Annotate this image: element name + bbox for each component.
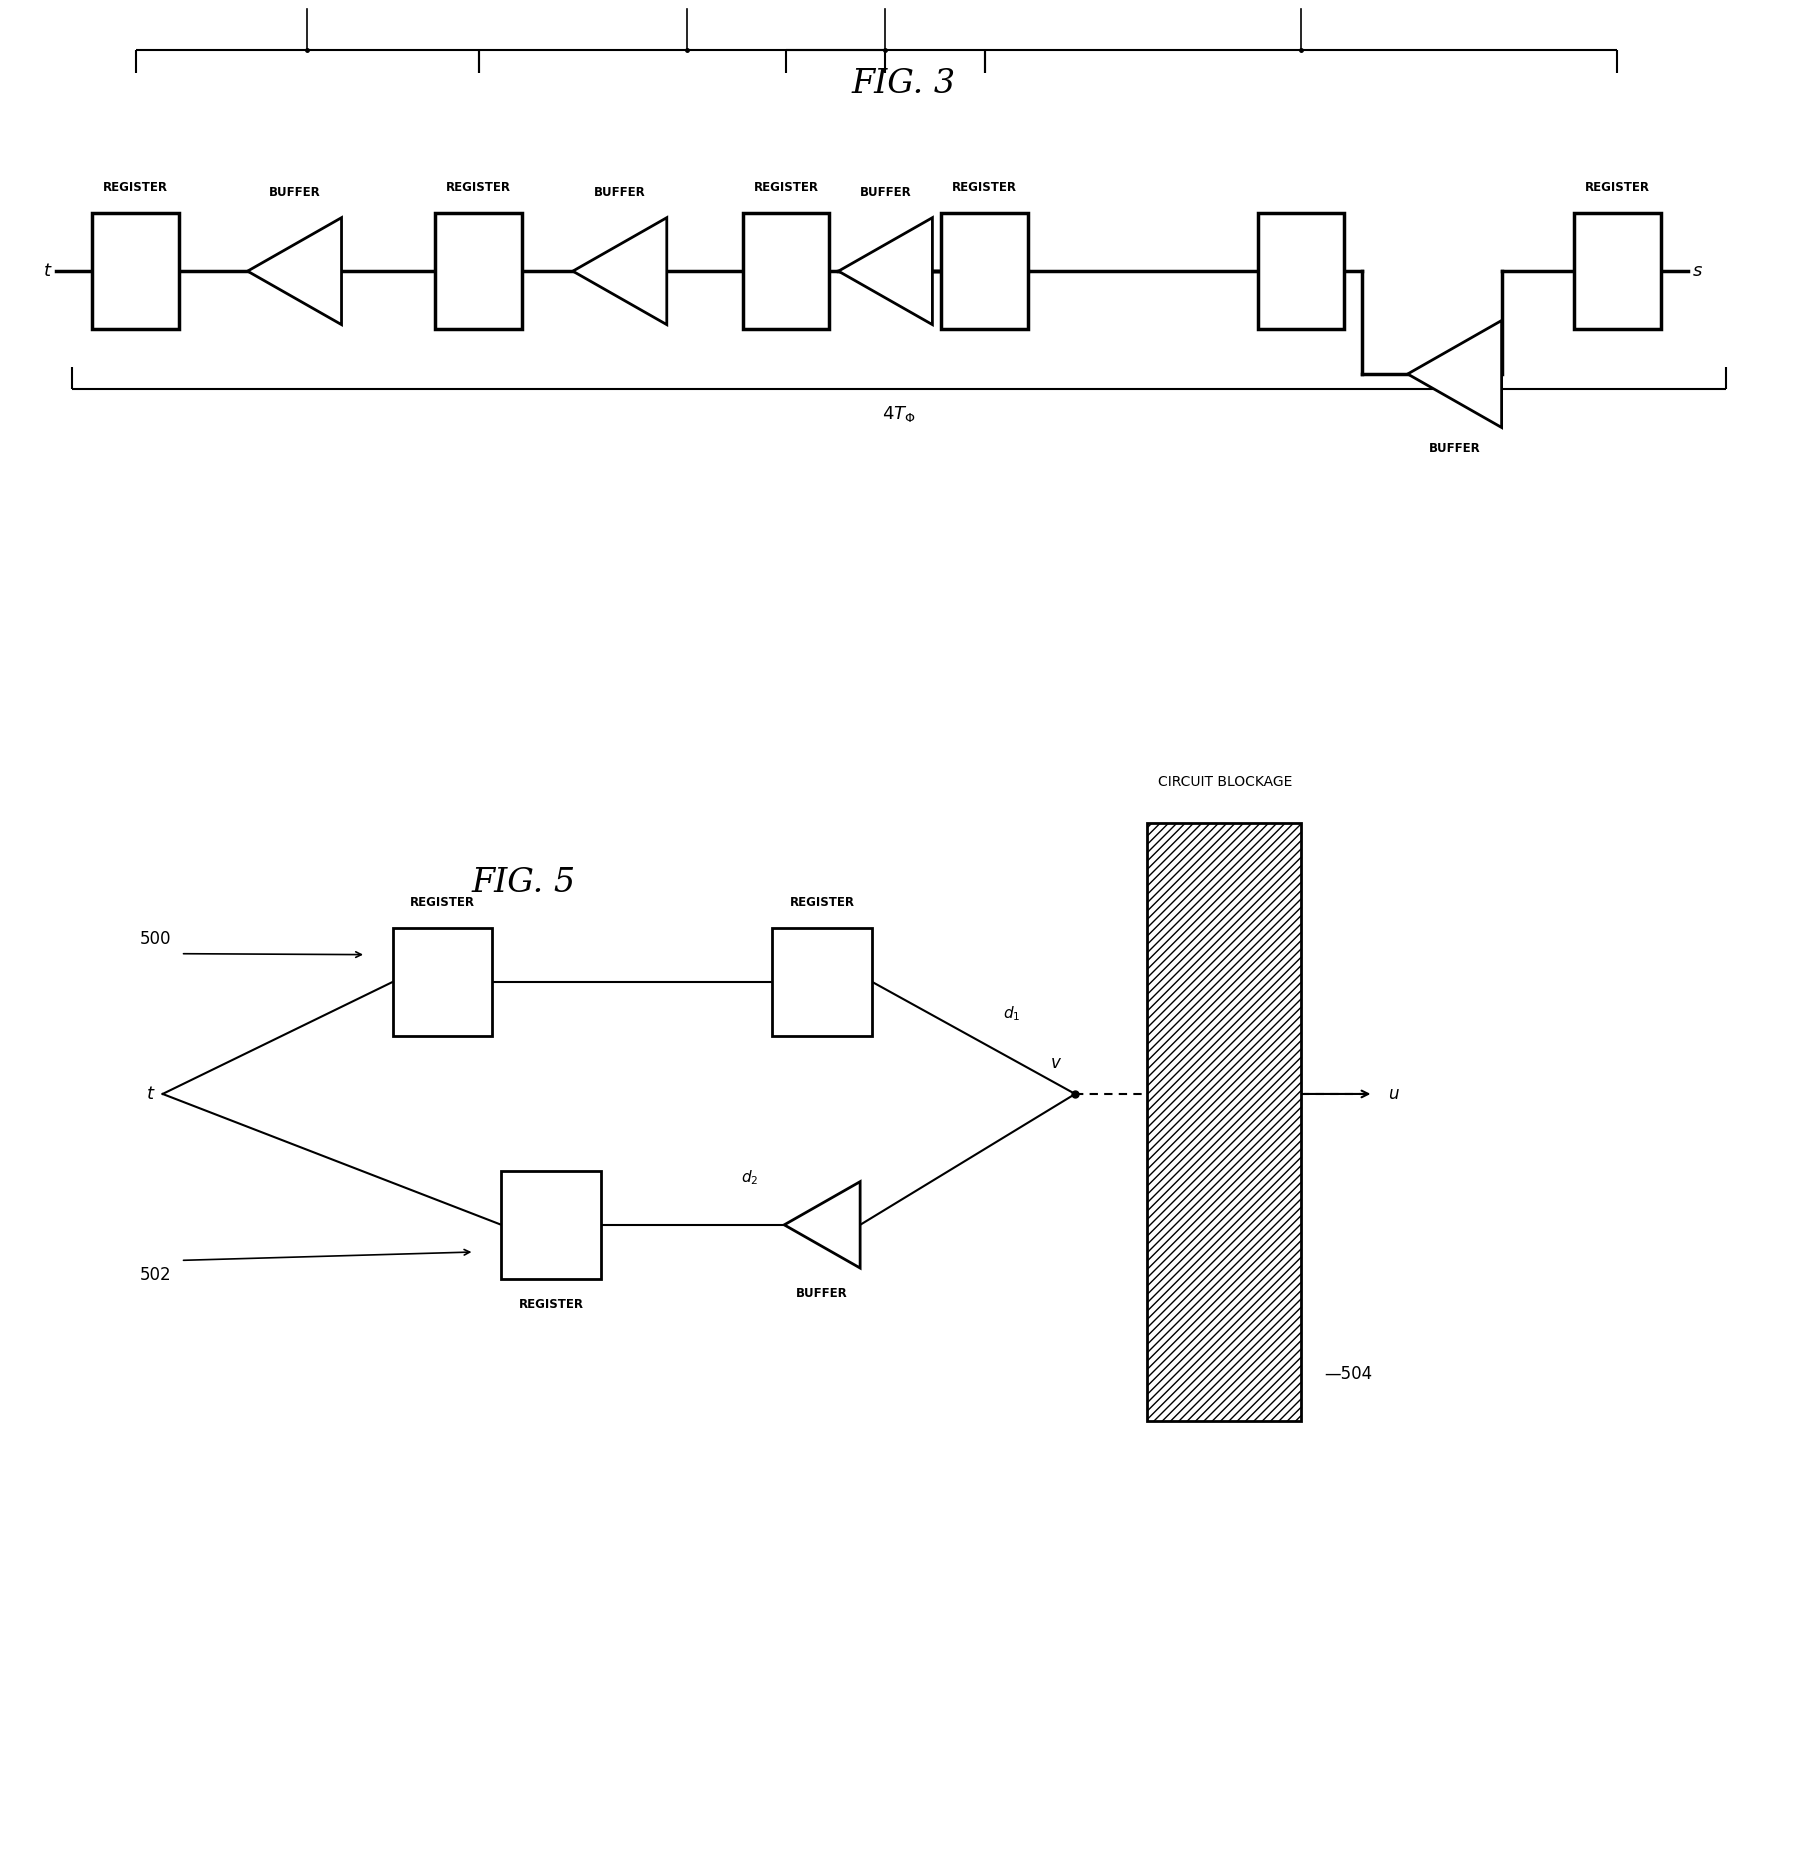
Text: 500: 500 — [141, 929, 172, 948]
Polygon shape — [248, 217, 342, 325]
Text: BUFFER: BUFFER — [860, 185, 911, 198]
Text: REGISTER: REGISTER — [754, 181, 819, 194]
Text: $4T_\Phi$: $4T_\Phi$ — [882, 404, 916, 424]
Text: REGISTER: REGISTER — [790, 896, 855, 909]
Text: t: t — [146, 1085, 154, 1103]
Text: BUFFER: BUFFER — [269, 185, 320, 198]
Bar — [1147, 823, 1301, 1421]
Text: REGISTER: REGISTER — [446, 181, 511, 194]
Text: s: s — [1693, 262, 1702, 280]
Bar — [92, 213, 179, 329]
Text: REGISTER: REGISTER — [952, 181, 1017, 194]
Text: REGISTER: REGISTER — [410, 896, 475, 909]
Polygon shape — [1408, 320, 1502, 428]
Text: FIG. 5: FIG. 5 — [472, 866, 576, 899]
Bar — [501, 1171, 600, 1279]
Text: $d_2$: $d_2$ — [741, 1169, 759, 1187]
Polygon shape — [573, 217, 667, 325]
Bar — [772, 928, 871, 1036]
Text: BUFFER: BUFFER — [595, 185, 645, 198]
Bar — [435, 213, 522, 329]
Text: REGISTER: REGISTER — [1585, 181, 1650, 194]
Bar — [743, 213, 829, 329]
Bar — [392, 928, 492, 1036]
Bar — [941, 213, 1028, 329]
Text: REGISTER: REGISTER — [103, 181, 168, 194]
Text: u: u — [1388, 1085, 1399, 1103]
Text: BUFFER: BUFFER — [797, 1287, 847, 1300]
Text: 502: 502 — [139, 1266, 172, 1285]
Bar — [1574, 213, 1661, 329]
Bar — [1258, 213, 1344, 329]
Text: BUFFER: BUFFER — [1429, 443, 1480, 456]
Text: CIRCUIT BLOCKAGE: CIRCUIT BLOCKAGE — [1158, 776, 1292, 789]
Text: REGISTER: REGISTER — [519, 1298, 584, 1311]
Text: t: t — [43, 262, 51, 280]
Text: $d_1$: $d_1$ — [1003, 1004, 1021, 1023]
Polygon shape — [784, 1182, 860, 1268]
Polygon shape — [838, 217, 932, 325]
Text: FIG. 3: FIG. 3 — [851, 67, 956, 101]
Text: v: v — [1052, 1053, 1061, 1072]
Text: —504: —504 — [1325, 1365, 1373, 1384]
